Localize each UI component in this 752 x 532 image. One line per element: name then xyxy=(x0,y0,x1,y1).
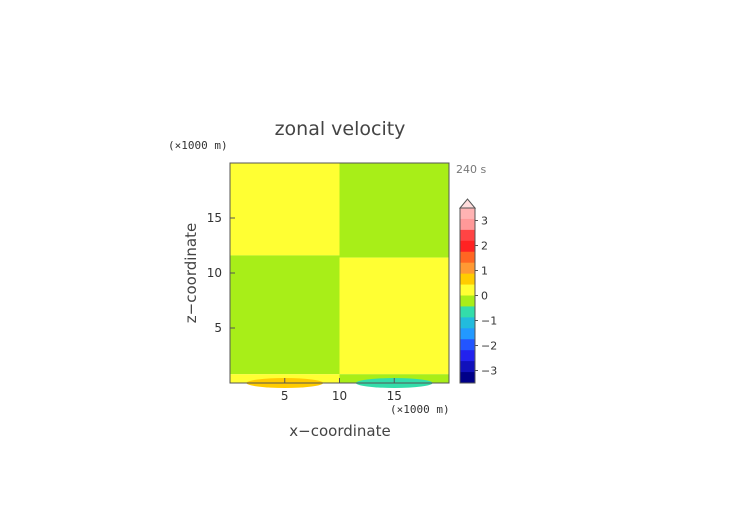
z-axis-label: z−coordinate xyxy=(182,223,200,323)
plot-area xyxy=(230,163,449,383)
x-unit-label: (×1000 m) xyxy=(390,403,450,416)
z-tick-label: 15 xyxy=(207,211,222,225)
contour-region-2 xyxy=(230,255,340,375)
contour-region-1 xyxy=(339,163,449,258)
x-axis-label: x−coordinate xyxy=(289,422,390,440)
contour-region-0 xyxy=(230,163,340,256)
colorbar-segment xyxy=(460,295,475,307)
colorbar-segment xyxy=(460,273,475,285)
colorbar-segment xyxy=(460,251,475,264)
x-axis: 5 10 15 xyxy=(281,378,402,403)
colorbar-segment xyxy=(460,284,475,296)
z-axis: 5 10 15 xyxy=(207,211,235,335)
colorbar-segment xyxy=(460,361,475,373)
colorbar-tick-label: −1 xyxy=(481,315,497,328)
colorbar-segment xyxy=(460,372,475,384)
z-tick-label: 5 xyxy=(214,321,222,335)
time-label: 240 s xyxy=(456,163,486,176)
colorbar-segment xyxy=(460,208,475,220)
x-tick-label: 10 xyxy=(332,389,347,403)
colorbar: 3 2 1 0 −1 −2 −3 xyxy=(458,198,497,384)
colorbar-tick-label: 0 xyxy=(481,290,488,303)
colorbar-tick-label: 2 xyxy=(481,240,488,253)
colorbar-tick-label: −2 xyxy=(481,340,497,353)
z-unit-label: (×1000 m) xyxy=(168,139,228,152)
colorbar-tick-label: 1 xyxy=(481,265,488,278)
colorbar-segment xyxy=(460,218,475,231)
colorbar-segment xyxy=(460,339,475,351)
colorbar-tick-label: −3 xyxy=(481,365,497,378)
colorbar-segment xyxy=(460,306,475,318)
colorbar-segment xyxy=(460,317,475,329)
colorbar-extend-triangle xyxy=(458,198,477,209)
colorbar-segment xyxy=(460,240,475,253)
colorbar-segment xyxy=(460,350,475,362)
colorbar-segment xyxy=(460,262,475,275)
colorbar-tick-label: 3 xyxy=(481,215,488,228)
contour-region-3 xyxy=(339,257,449,375)
x-tick-label: 5 xyxy=(281,389,289,403)
colorbar-segment xyxy=(460,328,475,340)
z-tick-label: 10 xyxy=(207,266,222,280)
chart-title: zonal velocity xyxy=(275,118,406,140)
x-tick-label: 15 xyxy=(387,389,402,403)
colorbar-segment xyxy=(460,229,475,242)
